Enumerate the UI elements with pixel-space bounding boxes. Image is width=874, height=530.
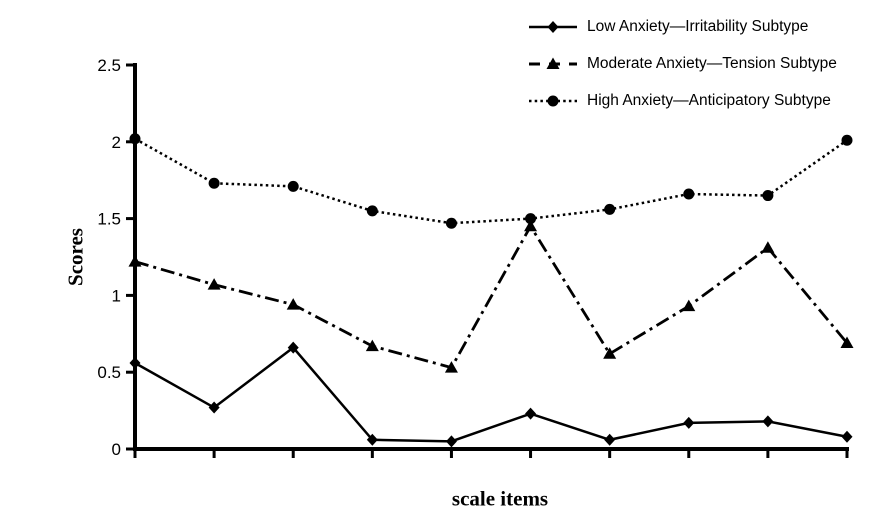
triangle-marker-icon: [546, 57, 560, 69]
circle-marker-icon: [683, 188, 695, 200]
series-triangle: [128, 219, 854, 373]
legend-triangle-sample-icon: [529, 57, 577, 69]
y-tick-label: 0.5: [97, 363, 121, 382]
legend: Low Anxiety—Irritability Subtype Moderate…: [528, 15, 837, 126]
triangle-marker-icon: [128, 255, 142, 267]
circle-marker-icon: [287, 180, 299, 192]
diamond-marker-icon: [445, 435, 457, 448]
legend-item: High Anxiety—Anticipatory Subtype: [528, 89, 837, 113]
diamond-marker-icon: [762, 415, 774, 428]
diamond-marker-icon: [129, 356, 141, 369]
triangle-marker-icon: [840, 336, 854, 349]
series-line: [134, 137, 848, 225]
series-line: [134, 345, 848, 443]
circle-marker-icon: [208, 177, 220, 189]
x-axis-title: scale items: [451, 486, 549, 511]
circle-marker-icon: [547, 95, 559, 107]
legend-label: Moderate Anxiety—Tension Subtype: [587, 55, 837, 72]
triangle-marker-icon: [524, 219, 538, 232]
circle-marker-icon: [525, 213, 537, 225]
diamond-marker-icon: [525, 407, 537, 420]
triangle-marker-icon: [761, 241, 775, 253]
diamond-marker-icon: [208, 401, 220, 414]
y-tick-label: 0: [112, 440, 121, 459]
triangle-marker-icon: [603, 347, 617, 359]
triangle-marker-icon: [286, 298, 300, 310]
legend-label: High Anxiety—Anticipatory Subtype: [587, 92, 831, 109]
diamond-marker-icon: [841, 430, 853, 443]
circle-marker-icon: [762, 190, 774, 202]
legend-item: Moderate Anxiety—Tension Subtype: [528, 52, 837, 76]
diamond-marker-icon: [683, 416, 695, 429]
triangle-marker-icon: [207, 278, 221, 290]
y-tick-label: 1.5: [97, 210, 121, 229]
legend-circle-sample-icon: [529, 95, 577, 107]
circle-marker-icon: [841, 134, 853, 146]
series-line: [134, 223, 849, 370]
circle-marker-icon: [445, 217, 457, 229]
legend-item: Low Anxiety—Irritability Subtype: [528, 15, 837, 39]
triangle-marker-icon: [444, 361, 458, 373]
series-diamond: [129, 341, 853, 448]
circle-marker-icon: [604, 203, 616, 215]
diamond-marker-icon: [287, 341, 299, 354]
y-tick-label: 2: [112, 133, 121, 152]
circle-marker-icon: [129, 133, 141, 145]
y-tick-label: 2.5: [97, 56, 121, 75]
triangle-marker-icon: [682, 299, 696, 312]
diamond-marker-icon: [547, 21, 559, 33]
series-circle: [129, 133, 853, 229]
diamond-marker-icon: [366, 433, 378, 446]
diamond-marker-icon: [604, 433, 616, 446]
legend-diamond-sample-icon: [529, 21, 577, 33]
legend-label: Low Anxiety—Irritability Subtype: [587, 18, 809, 35]
y-tick-label: 1: [112, 286, 121, 305]
triangle-marker-icon: [365, 339, 379, 352]
y-axis-title: Scores: [63, 228, 88, 286]
circle-marker-icon: [366, 205, 378, 217]
